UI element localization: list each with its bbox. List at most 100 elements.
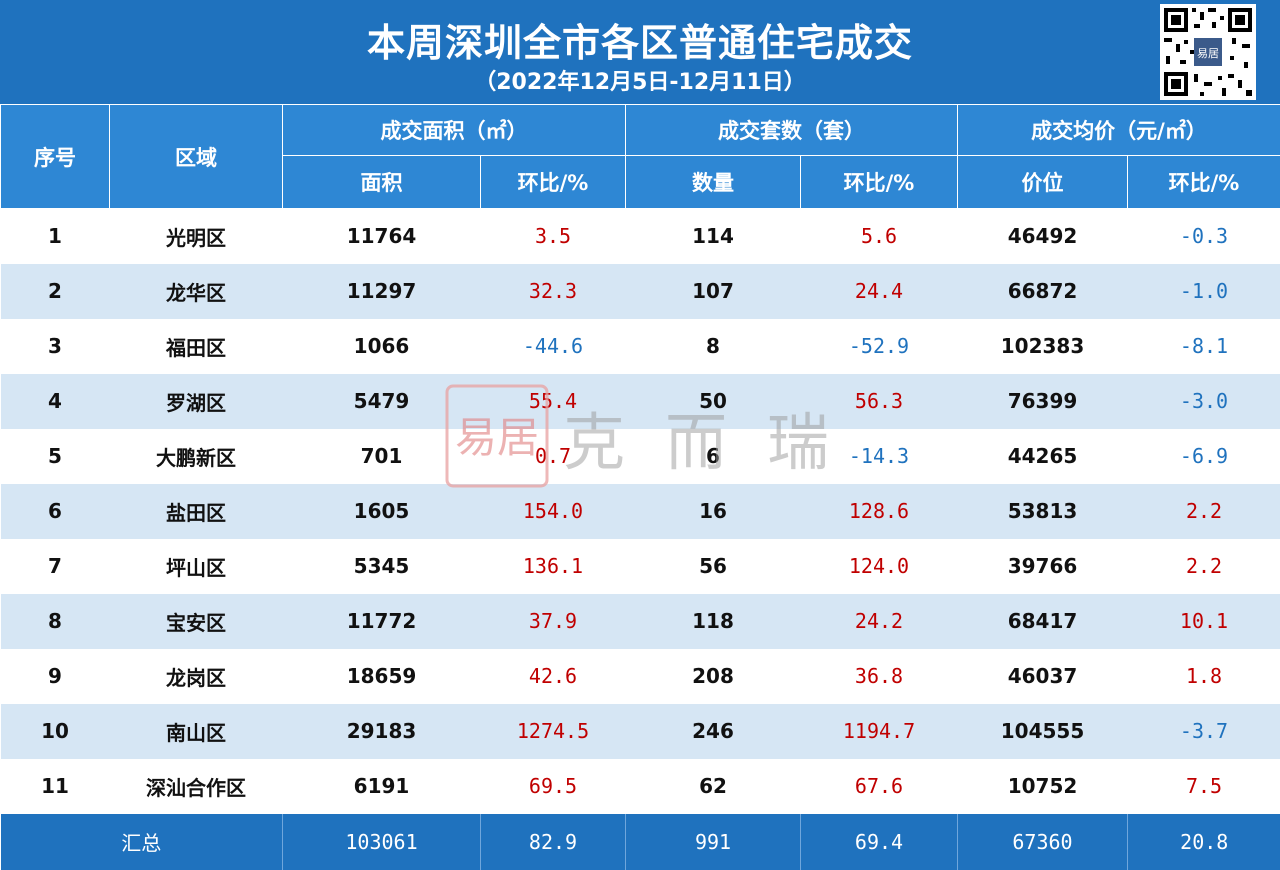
row-area-mom: -44.6 [480, 318, 626, 374]
row-index: 5 [0, 428, 110, 484]
row-price: 10752 [957, 758, 1128, 814]
row-price-mom: -3.0 [1127, 373, 1280, 429]
row-area-mom: 32.3 [480, 263, 626, 319]
row-units: 50 [625, 373, 801, 429]
header-units-mom: 环比/% [800, 155, 958, 209]
row-area-mom: 0.7 [480, 428, 626, 484]
total-label: 汇总 [0, 813, 283, 870]
row-area: 701 [282, 428, 481, 484]
row-price-mom: 2.2 [1127, 538, 1280, 594]
row-price-mom: 10.1 [1127, 593, 1280, 649]
total-units: 991 [625, 813, 801, 870]
header-price-mom: 环比/% [1126, 155, 1280, 209]
row-units-mom: 124.0 [800, 538, 958, 594]
row-units: 8 [625, 318, 801, 374]
header-units-group: 成交套数（套） [625, 104, 958, 156]
row-units: 6 [625, 428, 801, 484]
row-price: 53813 [957, 483, 1128, 539]
row-district: 罗湖区 [109, 373, 283, 429]
row-price-mom: -6.9 [1127, 428, 1280, 484]
row-price: 68417 [957, 593, 1128, 649]
header-units: 数量 [625, 155, 801, 209]
row-index: 1 [0, 208, 110, 264]
table-row: 10 南山区 29183 1274.5 246 1194.7 104555 -3.7 [0, 703, 1280, 759]
row-price-mom: 1.8 [1127, 648, 1280, 704]
header-area: 面积 [282, 155, 481, 209]
row-area: 11297 [282, 263, 481, 319]
row-price: 104555 [957, 703, 1128, 759]
row-district: 宝安区 [109, 593, 283, 649]
qr-code-icon: 易居 [1160, 4, 1256, 100]
table-row: 6 盐田区 1605 154.0 16 128.6 53813 2.2 [0, 483, 1280, 539]
row-district: 大鹏新区 [109, 428, 283, 484]
row-units-mom: -52.9 [800, 318, 958, 374]
qr-logo-glyph: 易居 [1197, 47, 1219, 60]
row-index: 6 [0, 483, 110, 539]
row-district: 龙华区 [109, 263, 283, 319]
row-district: 盐田区 [109, 483, 283, 539]
row-price: 46037 [957, 648, 1128, 704]
row-area: 1605 [282, 483, 481, 539]
row-district: 龙岗区 [109, 648, 283, 704]
row-units-mom: -14.3 [800, 428, 958, 484]
table-body: 1 光明区 11764 3.5 114 5.6 46492 -0.3 2 龙华区 11297 32.3… [0, 208, 1280, 814]
row-price-mom: -3.7 [1127, 703, 1280, 759]
header-area-group: 成交面积（㎡） [282, 104, 626, 156]
table-row: 1 光明区 11764 3.5 114 5.6 46492 -0.3 [0, 208, 1280, 264]
row-price-mom: -0.3 [1127, 208, 1280, 264]
row-price: 39766 [957, 538, 1128, 594]
row-units: 62 [625, 758, 801, 814]
row-area: 29183 [282, 703, 481, 759]
row-price: 76399 [957, 373, 1128, 429]
table-row: 4 罗湖区 5479 55.4 50 56.3 76399 -3.0 [0, 373, 1280, 429]
row-area: 5479 [282, 373, 481, 429]
header-district: 区域 [109, 104, 283, 209]
row-price: 46492 [957, 208, 1128, 264]
row-area: 18659 [282, 648, 481, 704]
row-district: 深汕合作区 [109, 758, 283, 814]
row-district: 南山区 [109, 703, 283, 759]
row-price: 44265 [957, 428, 1128, 484]
row-units: 208 [625, 648, 801, 704]
row-units: 107 [625, 263, 801, 319]
row-area-mom: 55.4 [480, 373, 626, 429]
row-area-mom: 37.9 [480, 593, 626, 649]
row-index: 4 [0, 373, 110, 429]
row-units-mom: 128.6 [800, 483, 958, 539]
title-bar: 本周深圳全市各区普通住宅成交 （2022年12月5日-12月11日） 易居 [0, 0, 1280, 104]
header-index: 序号 [0, 104, 110, 209]
table-row: 11 深汕合作区 6191 69.5 62 67.6 10752 7.5 [0, 758, 1280, 814]
total-units-mom: 69.4 [800, 813, 958, 870]
table-row: 8 宝安区 11772 37.9 118 24.2 68417 10.1 [0, 593, 1280, 649]
row-index: 7 [0, 538, 110, 594]
row-units: 118 [625, 593, 801, 649]
header-price-group: 成交均价（元/㎡） [956, 104, 1280, 156]
table-row: 7 坪山区 5345 136.1 56 124.0 39766 2.2 [0, 538, 1280, 594]
row-units: 16 [625, 483, 801, 539]
row-units-mom: 5.6 [800, 208, 958, 264]
row-area-mom: 42.6 [480, 648, 626, 704]
row-area: 11772 [282, 593, 481, 649]
row-index: 8 [0, 593, 110, 649]
row-units-mom: 1194.7 [800, 703, 958, 759]
row-index: 3 [0, 318, 110, 374]
row-index: 10 [0, 703, 110, 759]
row-units-mom: 67.6 [800, 758, 958, 814]
row-units: 114 [625, 208, 801, 264]
row-area-mom: 3.5 [480, 208, 626, 264]
row-index: 2 [0, 263, 110, 319]
row-area-mom: 1274.5 [480, 703, 626, 759]
row-price-mom: -1.0 [1127, 263, 1280, 319]
row-area: 5345 [282, 538, 481, 594]
row-units: 246 [625, 703, 801, 759]
row-district: 坪山区 [109, 538, 283, 594]
table-row: 2 龙华区 11297 32.3 107 24.4 66872 -1.0 [0, 263, 1280, 319]
row-units-mom: 56.3 [800, 373, 958, 429]
row-price: 66872 [957, 263, 1128, 319]
page-title: 本周深圳全市各区普通住宅成交 [366, 21, 913, 65]
table-row: 9 龙岗区 18659 42.6 208 36.8 46037 1.8 [0, 648, 1280, 704]
total-price: 67360 [957, 813, 1128, 870]
row-units: 56 [625, 538, 801, 594]
row-index: 11 [0, 758, 110, 814]
row-area: 11764 [282, 208, 481, 264]
